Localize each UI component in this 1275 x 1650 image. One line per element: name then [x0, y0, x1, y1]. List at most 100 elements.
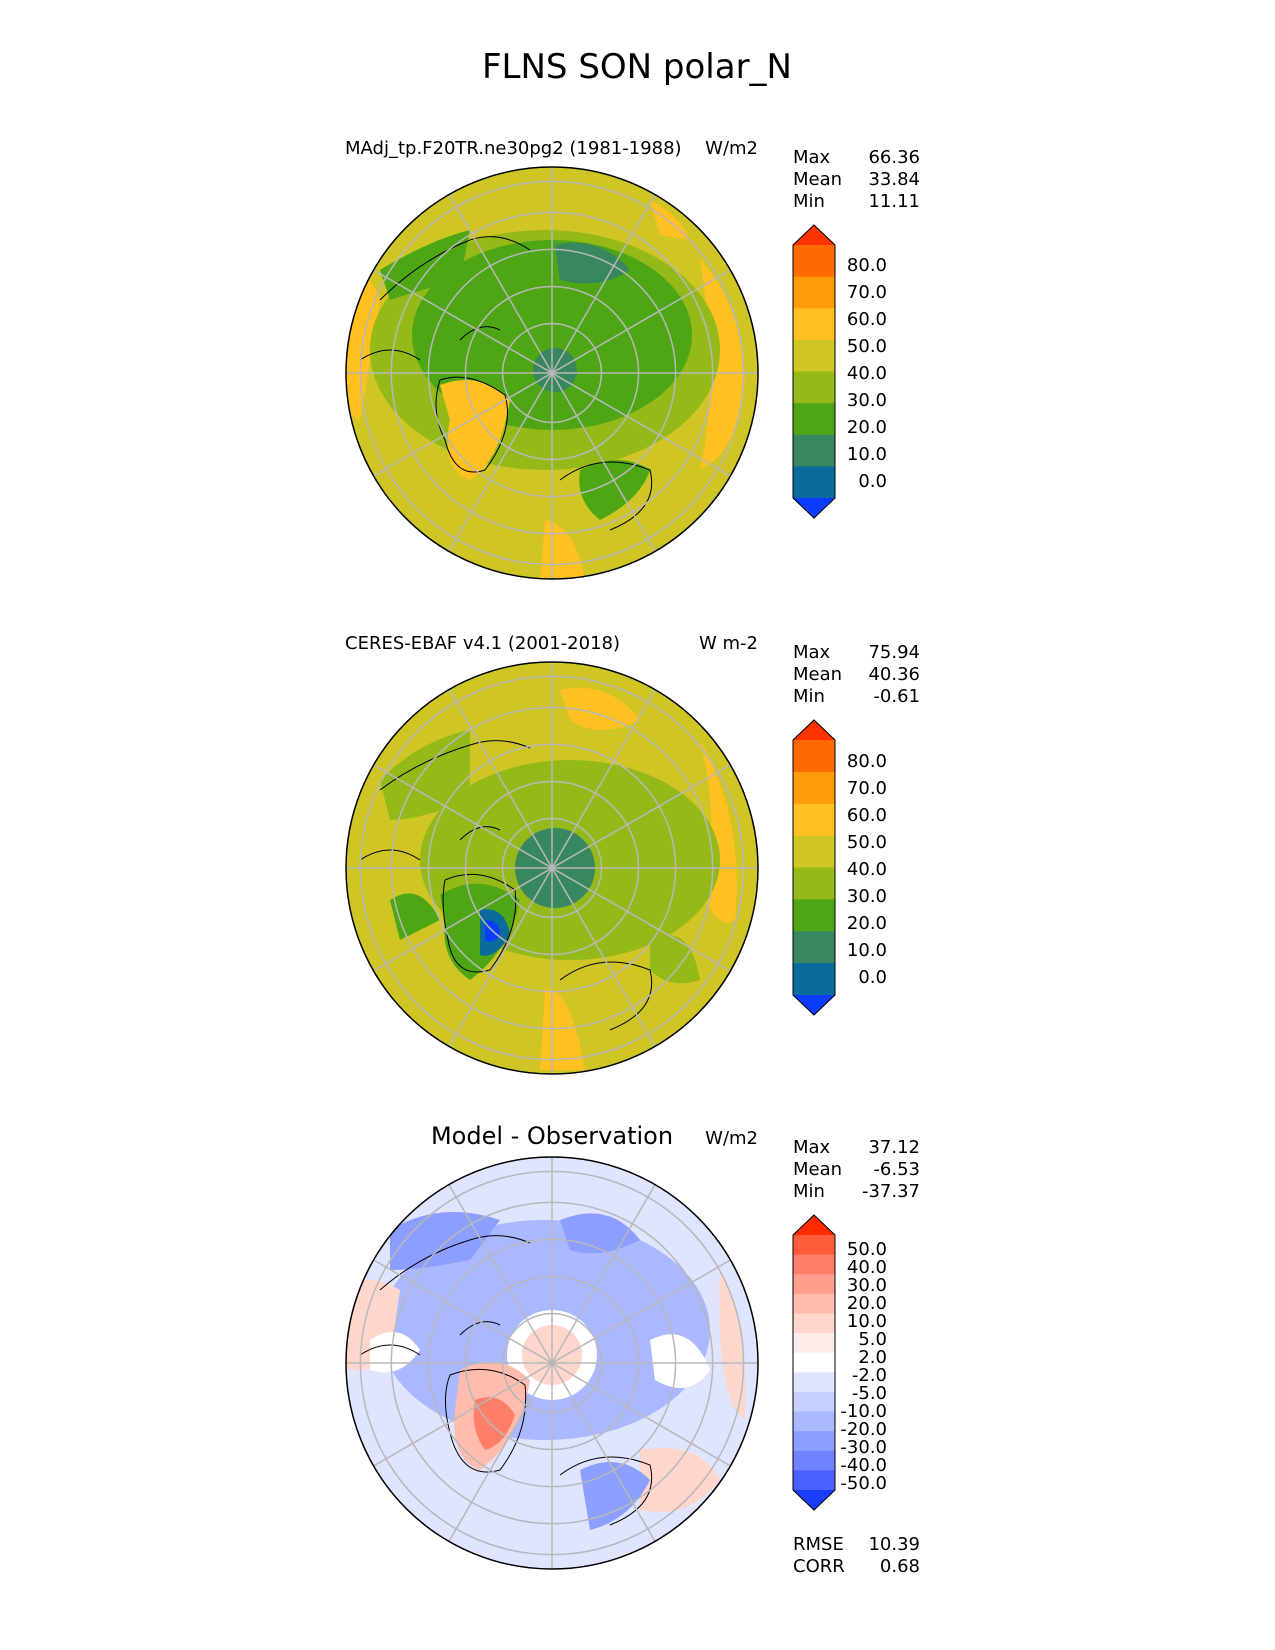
cbar-diff-label: 30.0	[847, 1275, 887, 1296]
colorbar-extend-min	[793, 995, 835, 1015]
meridian-line	[448, 194, 656, 552]
colorbar-swatch	[793, 1235, 835, 1256]
polar-map-diff	[345, 1156, 759, 1570]
stats-diff: Max 37.12 Mean -6.53 Min -37.37	[793, 1137, 920, 1202]
colorbar-swatch	[793, 931, 835, 964]
metric-corr-value: 0.68	[880, 1556, 920, 1577]
colorbar-swatch	[793, 963, 835, 996]
colorbar-diff	[792, 1214, 836, 1511]
figure-title: FLNS SON polar_N	[482, 47, 792, 87]
metric-rmse-label: RMSE	[793, 1534, 844, 1555]
cbar-diff-label: -50.0	[840, 1473, 887, 1494]
colorbar-swatch	[793, 803, 835, 837]
colorbar-swatch	[793, 339, 835, 372]
colorbar-swatch	[793, 1431, 835, 1452]
colorbar-swatch	[793, 276, 835, 309]
colorbar-swatch	[793, 1352, 835, 1373]
meridian-line	[448, 1184, 656, 1542]
colorbar-obs	[792, 719, 836, 1016]
colorbar-swatch	[793, 434, 835, 467]
cbar-diff-label: 50.0	[847, 1239, 887, 1260]
colorbar-swatch	[793, 308, 835, 341]
stat-obs-mean-value: 40.36	[868, 664, 920, 685]
panel-obs: CERES-EBAF v4.1 (2001-2018) W m-2	[345, 633, 920, 1075]
colorbar-swatch	[793, 1274, 835, 1295]
map-obs-graticule	[346, 662, 758, 1074]
stat-obs-max-value: 75.94	[868, 642, 920, 663]
stats-model: Max 66.36 Mean 33.84 Min 11.11	[793, 147, 920, 212]
colorbar-diff-labels: 50.0 40.0 30.0 20.0 10.0 5.0 2.0 -2.0 -5…	[840, 1239, 887, 1494]
cbar-diff-label: 40.0	[847, 1257, 887, 1278]
stat-diff-max-value: 37.12	[868, 1137, 920, 1158]
map-model-border	[345, 166, 759, 580]
colorbar-swatch	[793, 1372, 835, 1393]
cbar-diff-label: -10.0	[840, 1401, 887, 1422]
cbar-model-label: 30.0	[847, 390, 887, 411]
stat-obs-max-label: Max	[793, 642, 831, 663]
cbar-obs-label: 10.0	[847, 940, 887, 961]
cbar-diff-label: 5.0	[858, 1329, 887, 1350]
colorbar-swatch	[793, 371, 835, 404]
colorbar-outline	[792, 719, 836, 1016]
metric-corr-label: CORR	[793, 1556, 845, 1577]
stats-obs: Max 75.94 Mean 40.36 Min -0.61	[793, 642, 920, 707]
colorbar-extend-max	[793, 1215, 835, 1235]
colorbar-swatch	[793, 1391, 835, 1413]
colorbar-outline	[792, 1214, 836, 1511]
stat-model-max-value: 66.36	[868, 147, 920, 168]
cbar-model-label: 20.0	[847, 417, 887, 438]
stat-obs-mean-label: Mean	[793, 664, 842, 685]
map-obs-coastlines	[359, 740, 653, 1031]
map-diff-graticule	[346, 1157, 758, 1569]
panel-diff: Model - Observation W/m2	[345, 1122, 920, 1577]
colorbar-swatch	[793, 771, 835, 805]
stat-model-mean-value: 33.84	[868, 169, 920, 190]
colorbar-swatch	[793, 1411, 835, 1432]
colorbar-extend-min	[793, 1490, 835, 1510]
cbar-obs-label: 30.0	[847, 886, 887, 907]
cbar-obs-label: 60.0	[847, 805, 887, 826]
stat-obs-min-label: Min	[793, 686, 825, 707]
cbar-obs-label: 50.0	[847, 832, 887, 853]
cbar-diff-label: 2.0	[858, 1347, 887, 1368]
metrics-diff: RMSE 10.39 CORR 0.68	[793, 1534, 920, 1577]
stat-diff-mean-label: Mean	[793, 1159, 842, 1180]
colorbar-swatch	[793, 1450, 835, 1471]
cbar-diff-label: -30.0	[840, 1437, 887, 1458]
panel-diff-label: Model - Observation	[431, 1122, 673, 1150]
map-diff-coastlines	[359, 1235, 653, 1526]
cbar-diff-label: 10.0	[847, 1311, 887, 1332]
map-obs-field	[380, 688, 737, 1070]
colorbar-swatch	[793, 740, 835, 773]
metric-rmse-value: 10.39	[868, 1534, 920, 1555]
panel-obs-units: W m-2	[699, 633, 758, 654]
panel-model: MAdj_tp.F20TR.ne30pg2 (1981-1988) W/m2	[345, 138, 920, 580]
cbar-obs-label: 20.0	[847, 913, 887, 934]
map-diff-border	[345, 1156, 759, 1570]
cbar-model-label: 60.0	[847, 309, 887, 330]
cbar-diff-label: -5.0	[852, 1383, 887, 1404]
stat-model-min-label: Min	[793, 191, 825, 212]
map-obs-border	[345, 661, 759, 1075]
cbar-obs-label: 80.0	[847, 751, 887, 772]
stat-diff-mean-value: -6.53	[873, 1159, 920, 1180]
cbar-model-label: 50.0	[847, 336, 887, 357]
colorbar-extend-max	[793, 720, 835, 740]
cbar-model-label: 40.0	[847, 363, 887, 384]
cbar-model-label: 0.0	[858, 471, 887, 492]
colorbar-extend-min	[793, 498, 835, 518]
panel-diff-units: W/m2	[705, 1128, 758, 1149]
cbar-diff-label: -40.0	[840, 1455, 887, 1476]
cbar-model-label: 10.0	[847, 444, 887, 465]
colorbar-obs-labels: 80.0 70.0 60.0 50.0 40.0 30.0 20.0 10.0 …	[847, 751, 887, 988]
stat-model-max-label: Max	[793, 147, 831, 168]
colorbar-swatch	[793, 245, 835, 278]
colorbar-swatch	[793, 899, 835, 932]
colorbar-swatch	[793, 466, 835, 499]
colorbar-swatch	[793, 835, 835, 868]
colorbar-model-labels: 80.0 70.0 60.0 50.0 40.0 30.0 20.0 10.0 …	[847, 255, 887, 492]
polar-map-model	[345, 166, 759, 580]
colorbar-swatch	[793, 1293, 835, 1314]
colorbar-swatch	[793, 867, 835, 900]
